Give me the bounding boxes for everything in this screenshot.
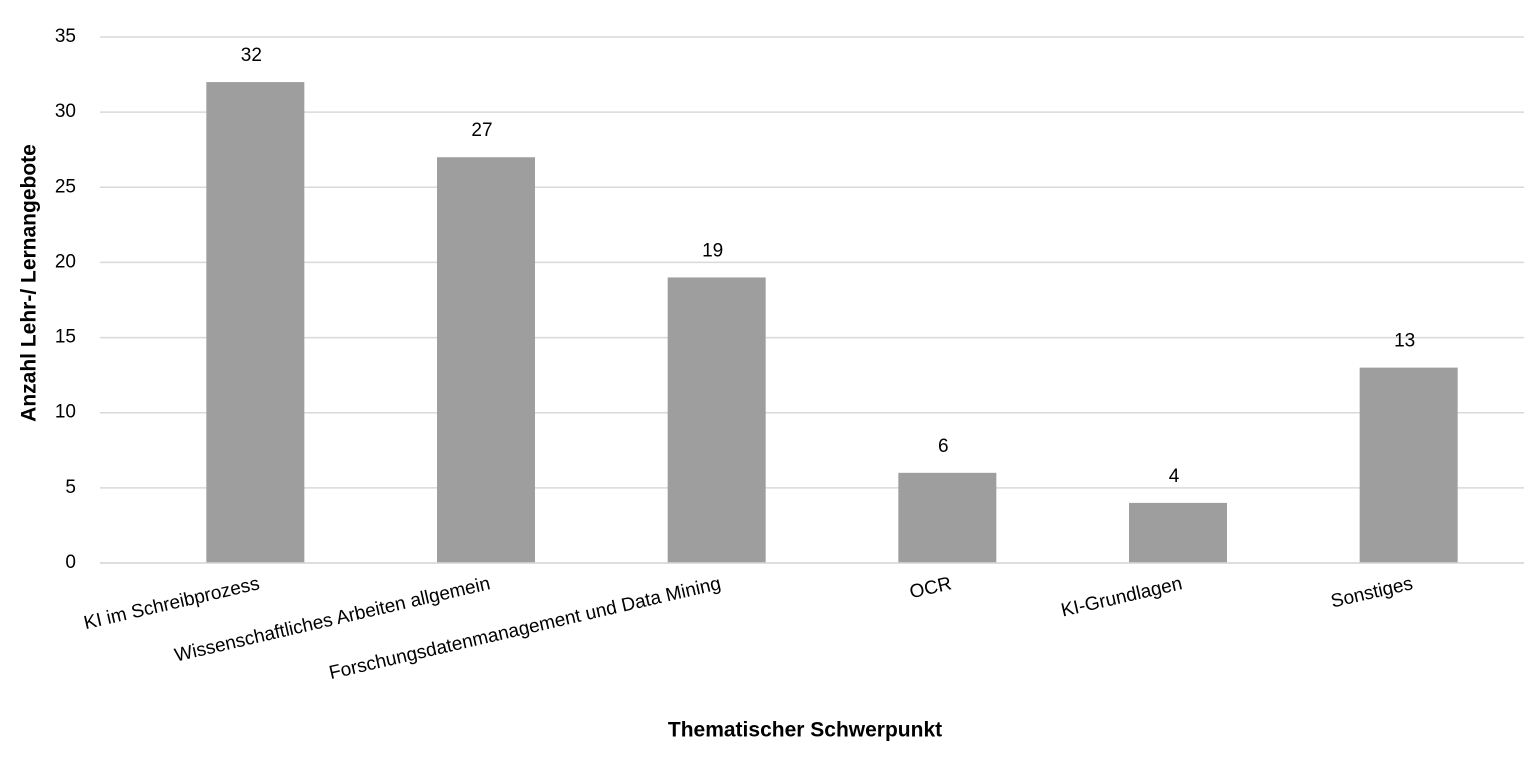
value-label: 27	[471, 120, 492, 141]
bar	[667, 277, 766, 563]
y-tick-label: 15	[55, 327, 76, 348]
x-tick-label: KI im Schreibprozess	[82, 573, 262, 634]
y-tick-label: 0	[65, 552, 76, 573]
y-axis-title: Anzahl Lehr-/ Lernangebote	[18, 144, 41, 422]
x-tick-label: KI-Grundlagen	[1059, 573, 1184, 621]
bar	[437, 157, 535, 563]
x-tick-label: OCR	[908, 573, 954, 603]
value-label: 13	[1394, 331, 1415, 352]
x-tick-label: Sonstiges	[1329, 573, 1415, 612]
y-tick-label: 20	[55, 251, 76, 272]
x-tick-label: Forschungsdatenmanagement und Data Minin…	[327, 573, 723, 684]
y-tick-label: 5	[65, 477, 76, 498]
y-tick-label: 25	[55, 176, 76, 197]
value-label: 4	[1169, 466, 1180, 487]
y-tick-label: 10	[55, 402, 76, 423]
bar	[206, 82, 305, 563]
value-label: 32	[241, 45, 262, 66]
y-tick-label: 35	[55, 26, 76, 47]
bar	[1359, 367, 1458, 563]
x-axis-title: Thematischer Schwerpunkt	[668, 719, 942, 742]
bar	[898, 472, 997, 563]
bar	[1129, 502, 1227, 563]
value-label: 19	[702, 240, 723, 261]
y-tick-label: 30	[55, 101, 76, 122]
value-label: 6	[938, 436, 949, 457]
